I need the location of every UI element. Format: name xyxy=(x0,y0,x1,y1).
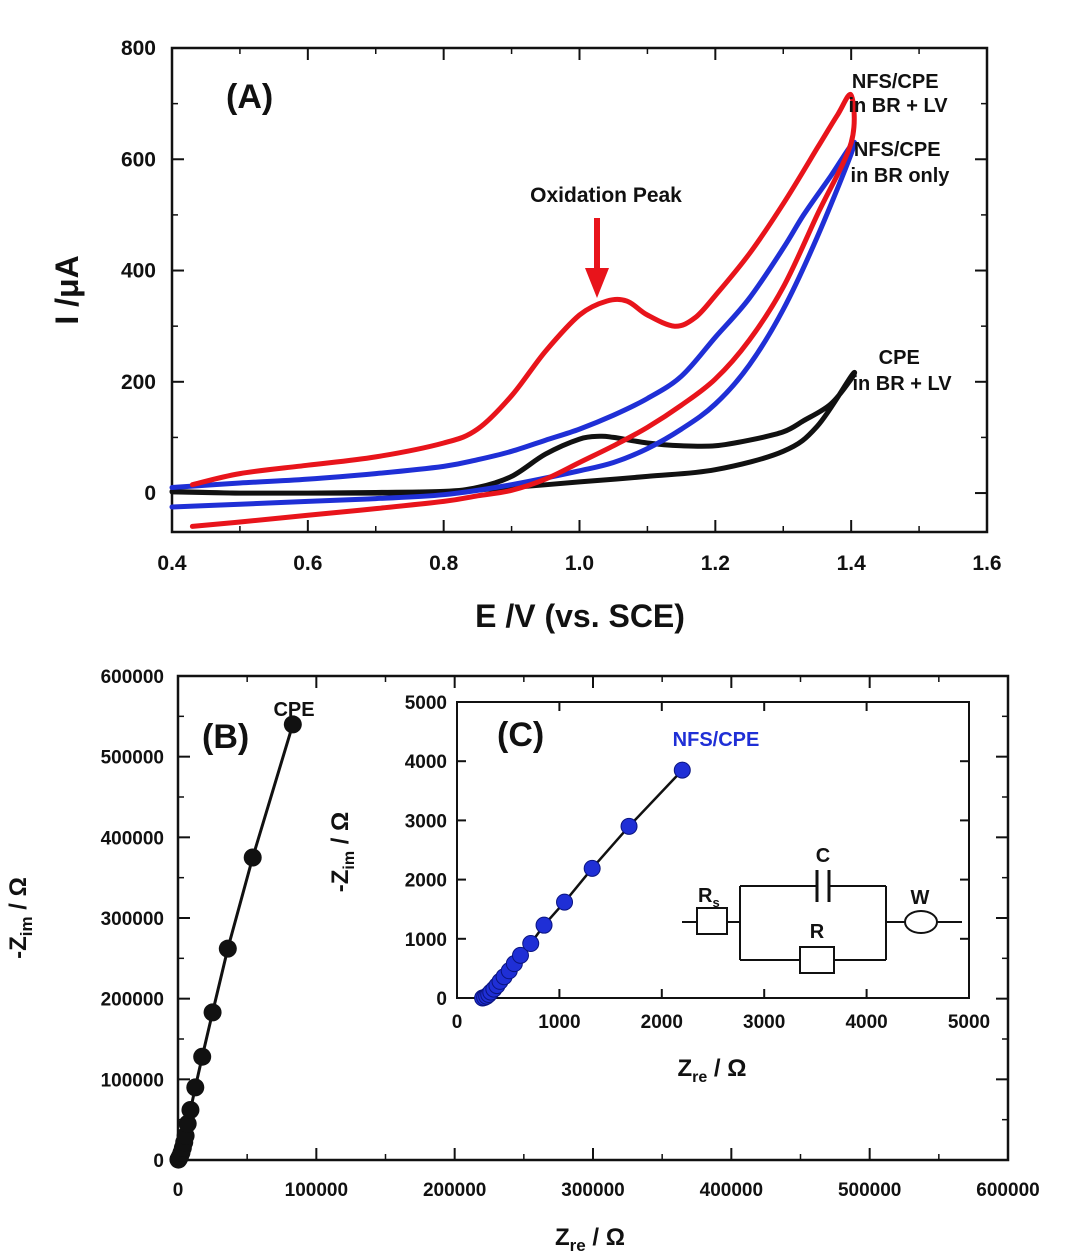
label-nfs-cpe: NFS/CPE xyxy=(673,729,760,751)
circuit-label-c: C xyxy=(816,845,830,867)
cpe-data-point xyxy=(244,849,262,867)
panel-c-y-axis-label: -Zim / Ω xyxy=(327,812,358,893)
x-tick-label: 1.2 xyxy=(701,552,730,575)
y-tick-label: 1000 xyxy=(405,930,447,951)
cpe-data-point xyxy=(204,1003,222,1021)
cpe-data-point xyxy=(219,940,237,958)
panel-b-label: (B) xyxy=(202,718,249,756)
y-tick-label: 200000 xyxy=(101,990,164,1011)
nfs-cpe-data-point xyxy=(621,818,637,834)
x-tick-label: 300000 xyxy=(561,1180,624,1201)
figure: 0.4 0.6 0.8 1.0 1.2 1.4 1.6 0 200 400 600 800 (A) E… xyxy=(0,0,1068,1260)
x-tick-label: 100000 xyxy=(285,1180,348,1201)
panel-c-inset-chart: 0 1000 2000 3000 4000 5000 0 1000 2000 3000 4000 50… xyxy=(327,693,990,1086)
x-tick-label: 0.4 xyxy=(157,552,187,575)
label-nfs-cpe-br-only: NFS/CPE in BR only xyxy=(851,139,951,187)
x-tick-label: 600000 xyxy=(976,1180,1039,1201)
y-tick-label: 400 xyxy=(121,260,156,283)
y-tick-label: 3000 xyxy=(405,811,447,832)
panel-a-series-group xyxy=(172,94,855,526)
y-tick-label: 800 xyxy=(121,37,156,60)
y-tick-label: 400000 xyxy=(101,828,164,849)
x-tick-label: 5000 xyxy=(948,1012,990,1033)
circuit-label-w: W xyxy=(911,887,930,909)
oxidation-peak-arrow xyxy=(585,218,609,298)
nfs-cpe-data-point xyxy=(557,894,573,910)
cpe-data-point xyxy=(193,1048,211,1066)
y-tick-label: 0 xyxy=(436,989,447,1010)
x-tick-label: 4000 xyxy=(845,1012,887,1033)
y-tick-label: 4000 xyxy=(405,752,447,773)
panel-a-y-axis-label: I /μA xyxy=(49,255,85,324)
panel-a-label: (A) xyxy=(226,78,273,116)
x-tick-label: 200000 xyxy=(423,1180,486,1201)
label-cpe-br-lv: CPE in BR + LV xyxy=(852,347,952,395)
y-tick-label: 0 xyxy=(153,1151,164,1172)
panel-b-y-axis-label: -Zim / Ω xyxy=(5,877,36,959)
nfs-cpe-data-point xyxy=(584,860,600,876)
panel-a-chart: 0.4 0.6 0.8 1.0 1.2 1.4 1.6 0 200 400 600 800 (A) E… xyxy=(49,37,1002,634)
x-tick-label: 0.6 xyxy=(293,552,322,575)
panel-a-x-axis-label: E /V (vs. SCE) xyxy=(475,598,685,634)
oxidation-peak-annotation: Oxidation Peak xyxy=(530,184,682,207)
panel-b-series-group xyxy=(169,715,301,1168)
x-tick-label: 1000 xyxy=(538,1012,580,1033)
y-tick-label: 300000 xyxy=(101,909,164,930)
x-tick-label: 0.8 xyxy=(429,552,459,575)
y-tick-label: 0 xyxy=(144,482,156,505)
series-line-nfs-cpe-in-br-only xyxy=(172,142,855,507)
y-tick-label: 100000 xyxy=(101,1070,164,1091)
panel-a-plot-frame xyxy=(172,48,987,532)
y-tick-label: 2000 xyxy=(405,871,447,892)
panel-b-x-axis-label: Zre / Ω xyxy=(555,1224,625,1255)
y-tick-label: 5000 xyxy=(405,693,447,714)
panel-c-label: (C) xyxy=(497,716,544,754)
label-nfs-cpe-br-lv: NFS/CPE in BR + LV xyxy=(848,71,948,117)
y-tick-label: 500000 xyxy=(101,748,164,769)
label-cpe: CPE xyxy=(273,699,314,721)
cpe-data-point xyxy=(186,1078,204,1096)
x-tick-label: 0 xyxy=(452,1012,463,1033)
y-tick-label: 200 xyxy=(121,371,156,394)
circuit-label-r: R xyxy=(810,921,825,943)
x-tick-label: 2000 xyxy=(641,1012,683,1033)
y-tick-label: 600 xyxy=(121,148,156,171)
y-tick-label: 600000 xyxy=(101,667,164,688)
x-tick-label: 0 xyxy=(173,1180,184,1201)
panel-c-x-axis-label: Zre / Ω xyxy=(677,1055,746,1086)
cpe-data-point xyxy=(181,1101,199,1119)
x-tick-label: 1.0 xyxy=(565,552,594,575)
x-tick-label: 400000 xyxy=(700,1180,763,1201)
nfs-cpe-data-point xyxy=(674,762,690,778)
x-tick-label: 1.4 xyxy=(837,552,867,575)
x-tick-label: 3000 xyxy=(743,1012,785,1033)
nfs-cpe-data-point xyxy=(523,936,539,952)
x-tick-label: 500000 xyxy=(838,1180,901,1201)
x-tick-label: 1.6 xyxy=(972,552,1001,575)
nfs-cpe-data-point xyxy=(536,917,552,933)
